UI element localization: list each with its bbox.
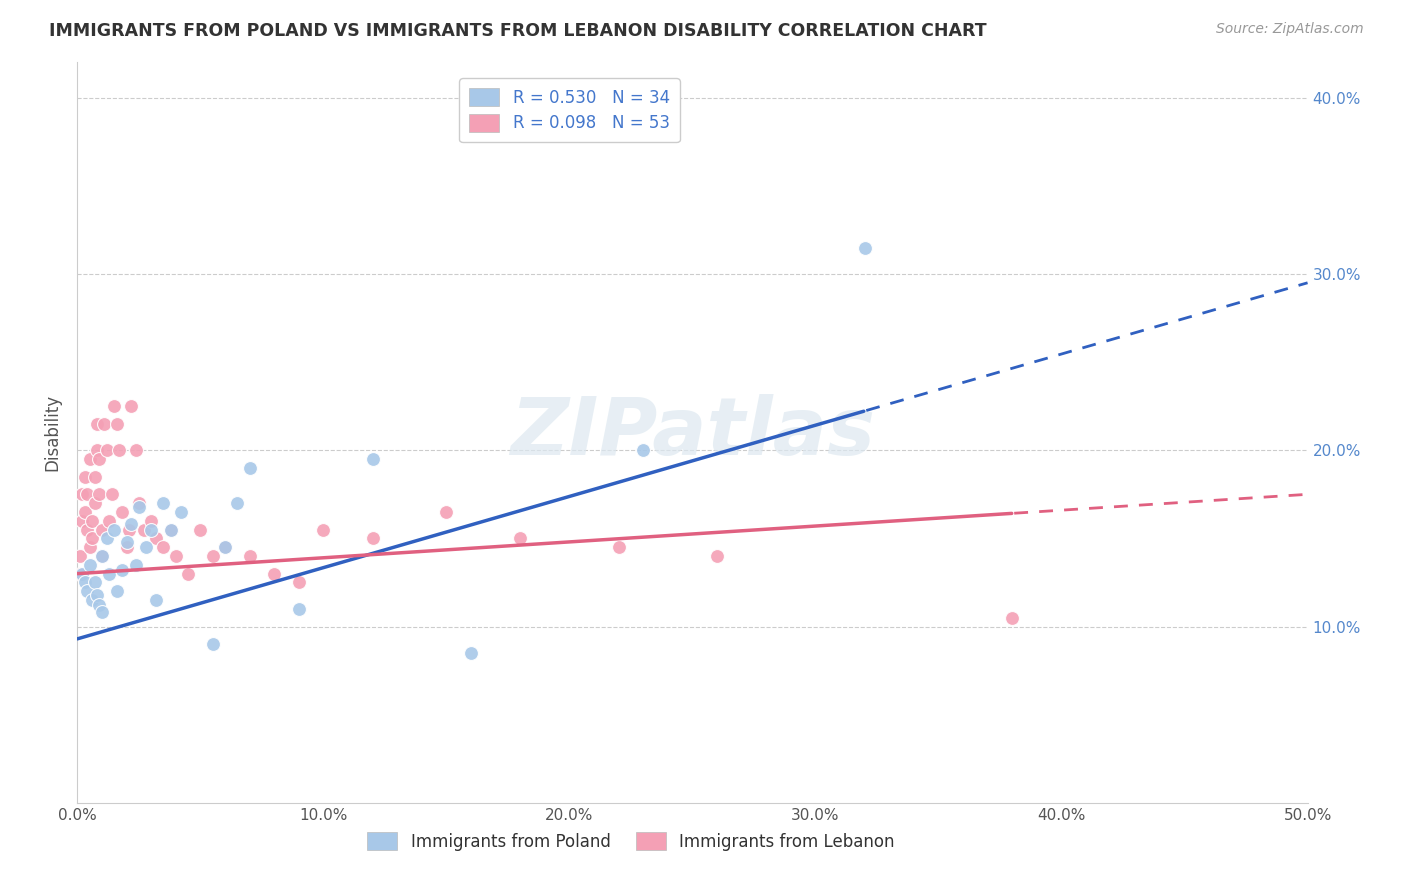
Point xyxy=(101,487,124,501)
Legend: Immigrants from Poland, Immigrants from Lebanon: Immigrants from Poland, Immigrants from … xyxy=(361,825,901,857)
Point xyxy=(165,549,187,563)
Point xyxy=(160,523,183,537)
Point xyxy=(89,452,111,467)
Point xyxy=(188,523,212,537)
Point xyxy=(263,566,285,581)
Point xyxy=(76,584,98,599)
Text: ZIPatlas: ZIPatlas xyxy=(510,393,875,472)
Point xyxy=(98,566,121,581)
Text: Source: ZipAtlas.com: Source: ZipAtlas.com xyxy=(1216,22,1364,37)
Point xyxy=(214,540,236,554)
Point xyxy=(152,496,174,510)
Point xyxy=(121,517,143,532)
Point xyxy=(132,523,155,537)
Point xyxy=(214,540,236,554)
Point xyxy=(82,532,104,546)
Point xyxy=(177,566,200,581)
Point xyxy=(89,599,111,613)
Point xyxy=(853,240,876,255)
Point xyxy=(135,540,157,554)
Point xyxy=(160,523,183,537)
Point xyxy=(141,523,163,537)
Point xyxy=(76,487,98,501)
Point xyxy=(89,487,111,501)
Point xyxy=(90,549,114,563)
Point xyxy=(79,540,101,554)
Point xyxy=(145,593,167,607)
Point xyxy=(125,443,148,458)
Point xyxy=(361,532,384,546)
Point xyxy=(105,417,128,431)
Point xyxy=(239,549,262,563)
Point xyxy=(90,523,114,537)
Y-axis label: Disability: Disability xyxy=(44,394,62,471)
Point xyxy=(105,584,128,599)
Point xyxy=(509,532,531,546)
Point xyxy=(103,399,125,413)
Point xyxy=(118,523,141,537)
Point xyxy=(111,505,132,519)
Point xyxy=(115,535,138,549)
Point xyxy=(98,514,121,528)
Point xyxy=(125,558,148,572)
Point xyxy=(121,399,143,413)
Point xyxy=(90,549,114,563)
Point xyxy=(460,646,482,660)
Point xyxy=(288,575,311,590)
Text: IMMIGRANTS FROM POLAND VS IMMIGRANTS FROM LEBANON DISABILITY CORRELATION CHART: IMMIGRANTS FROM POLAND VS IMMIGRANTS FRO… xyxy=(49,22,987,40)
Point xyxy=(82,514,104,528)
Point xyxy=(141,514,163,528)
Point xyxy=(82,593,104,607)
Point xyxy=(1001,610,1024,624)
Point xyxy=(90,606,114,620)
Point xyxy=(108,443,131,458)
Point xyxy=(239,461,262,475)
Point xyxy=(103,523,125,537)
Point xyxy=(76,523,98,537)
Point xyxy=(86,417,108,431)
Point xyxy=(73,505,96,519)
Point xyxy=(128,500,150,514)
Point xyxy=(79,558,101,572)
Point xyxy=(288,602,311,616)
Point xyxy=(86,588,108,602)
Point xyxy=(70,514,93,528)
Point xyxy=(70,487,93,501)
Point xyxy=(69,549,91,563)
Point xyxy=(128,496,150,510)
Point xyxy=(79,452,101,467)
Point xyxy=(96,443,118,458)
Point xyxy=(145,532,167,546)
Point xyxy=(706,549,728,563)
Point xyxy=(111,563,132,577)
Point xyxy=(69,566,91,581)
Point xyxy=(73,575,96,590)
Point xyxy=(312,523,335,537)
Point xyxy=(170,505,193,519)
Point xyxy=(361,452,384,467)
Point xyxy=(73,469,96,483)
Point xyxy=(83,496,105,510)
Point xyxy=(607,540,630,554)
Point xyxy=(436,505,458,519)
Point xyxy=(93,417,115,431)
Point xyxy=(70,566,93,581)
Point xyxy=(633,443,655,458)
Point xyxy=(96,532,118,546)
Point xyxy=(115,540,138,554)
Point xyxy=(201,637,224,651)
Point xyxy=(152,540,174,554)
Point xyxy=(83,469,105,483)
Point xyxy=(201,549,224,563)
Point xyxy=(83,575,105,590)
Point xyxy=(226,496,249,510)
Point xyxy=(86,443,108,458)
